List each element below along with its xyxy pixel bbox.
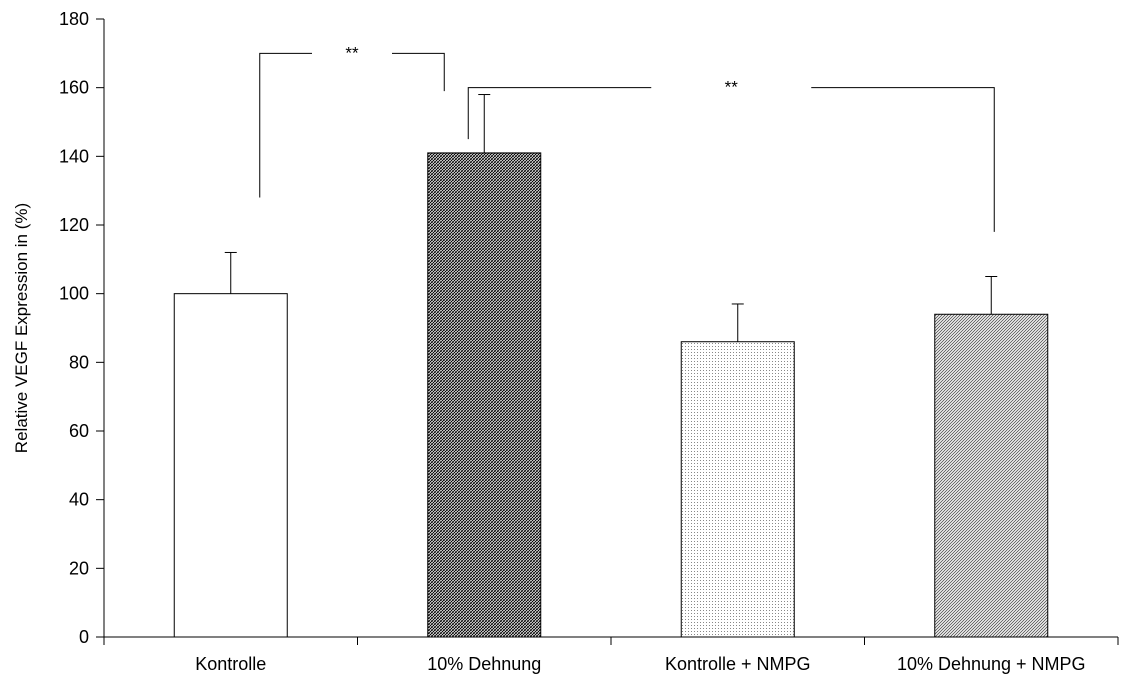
- y-tick-label: 100: [59, 284, 89, 304]
- bar: [173, 293, 288, 638]
- y-tick-label: 80: [69, 352, 89, 372]
- y-tick-label: 120: [59, 215, 89, 235]
- y-tick-label: 180: [59, 9, 89, 29]
- y-tick-label: 0: [79, 627, 89, 647]
- significance-label: **: [725, 78, 739, 97]
- y-tick-label: 20: [69, 558, 89, 578]
- significance-bracket: [259, 52, 445, 198]
- category-label: 10% Dehnung: [427, 654, 541, 674]
- plot-area: 0 20 40 60 80 100 120 140 160 180 Kontrolle 10% Deh…: [59, 9, 1119, 674]
- category-label: Kontrolle: [195, 654, 266, 674]
- y-tick-label: 140: [59, 146, 89, 166]
- y-axis-title: Relative VEGF Expression in (%): [12, 203, 31, 453]
- y-tick-label: 60: [69, 421, 89, 441]
- bar: [680, 341, 795, 638]
- bar: [427, 152, 542, 638]
- significance-bracket: [467, 87, 995, 232]
- category-label: Kontrolle + NMPG: [665, 654, 811, 674]
- y-tick-label: 40: [69, 490, 89, 510]
- category-label: 10% Dehnung + NMPG: [897, 654, 1086, 674]
- y-tick-label: 160: [59, 78, 89, 98]
- bar: [934, 313, 1049, 638]
- significance-label: **: [345, 43, 359, 62]
